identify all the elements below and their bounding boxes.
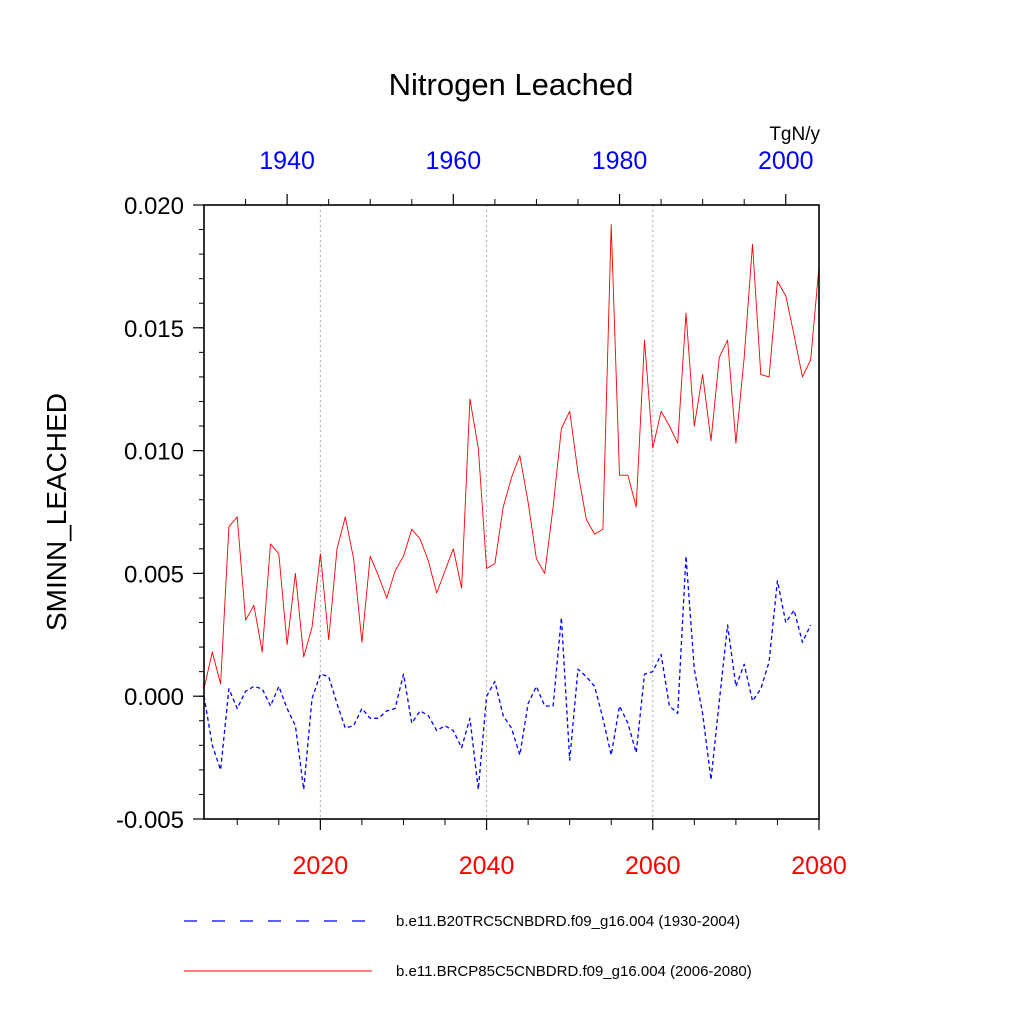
top-x-tick-label: 1960 <box>426 147 482 175</box>
series-lines <box>203 224 820 791</box>
tick-labels: 0.020 0.015 0.010 0.005 0.000 -0.005 2020 2040 2… <box>116 147 847 880</box>
series-line-historical-blue <box>203 555 812 791</box>
top-x-tick-label: 2000 <box>758 147 814 175</box>
bottom-x-tick-label: 2060 <box>625 852 681 880</box>
y-tick-label: -0.005 <box>116 807 184 834</box>
axis-ticks <box>193 194 820 830</box>
y-axis-label: SMINN_LEACHED <box>41 393 72 631</box>
bottom-x-tick-label: 2040 <box>459 852 515 880</box>
bottom-x-tick-label: 2080 <box>791 852 847 880</box>
series-line-rcp85-red <box>203 224 820 689</box>
chart-title: Nitrogen Leached <box>389 67 634 102</box>
plot-frame <box>203 204 820 820</box>
top-x-tick-label: 1980 <box>592 147 648 175</box>
legend: b.e11.B20TRC5CNBDRD.f09_g16.004 (1930-20… <box>184 913 752 980</box>
y-tick-label: 0.015 <box>124 316 184 343</box>
y-tick-label: 0.000 <box>124 684 184 711</box>
y-tick-label: 0.010 <box>124 439 184 466</box>
y-tick-label: 0.005 <box>124 561 184 588</box>
bottom-x-tick-label: 2020 <box>293 852 349 880</box>
grid-lines <box>319 205 654 819</box>
y-tick-label: 0.020 <box>124 193 184 220</box>
units-label: TgN/y <box>769 124 820 145</box>
legend-label-red: b.e11.BRCP85C5CNBDRD.f09_g16.004 (2006-2… <box>396 963 752 980</box>
top-x-tick-label: 1940 <box>259 147 315 175</box>
legend-label-blue: b.e11.B20TRC5CNBDRD.f09_g16.004 (1930-20… <box>396 913 740 930</box>
